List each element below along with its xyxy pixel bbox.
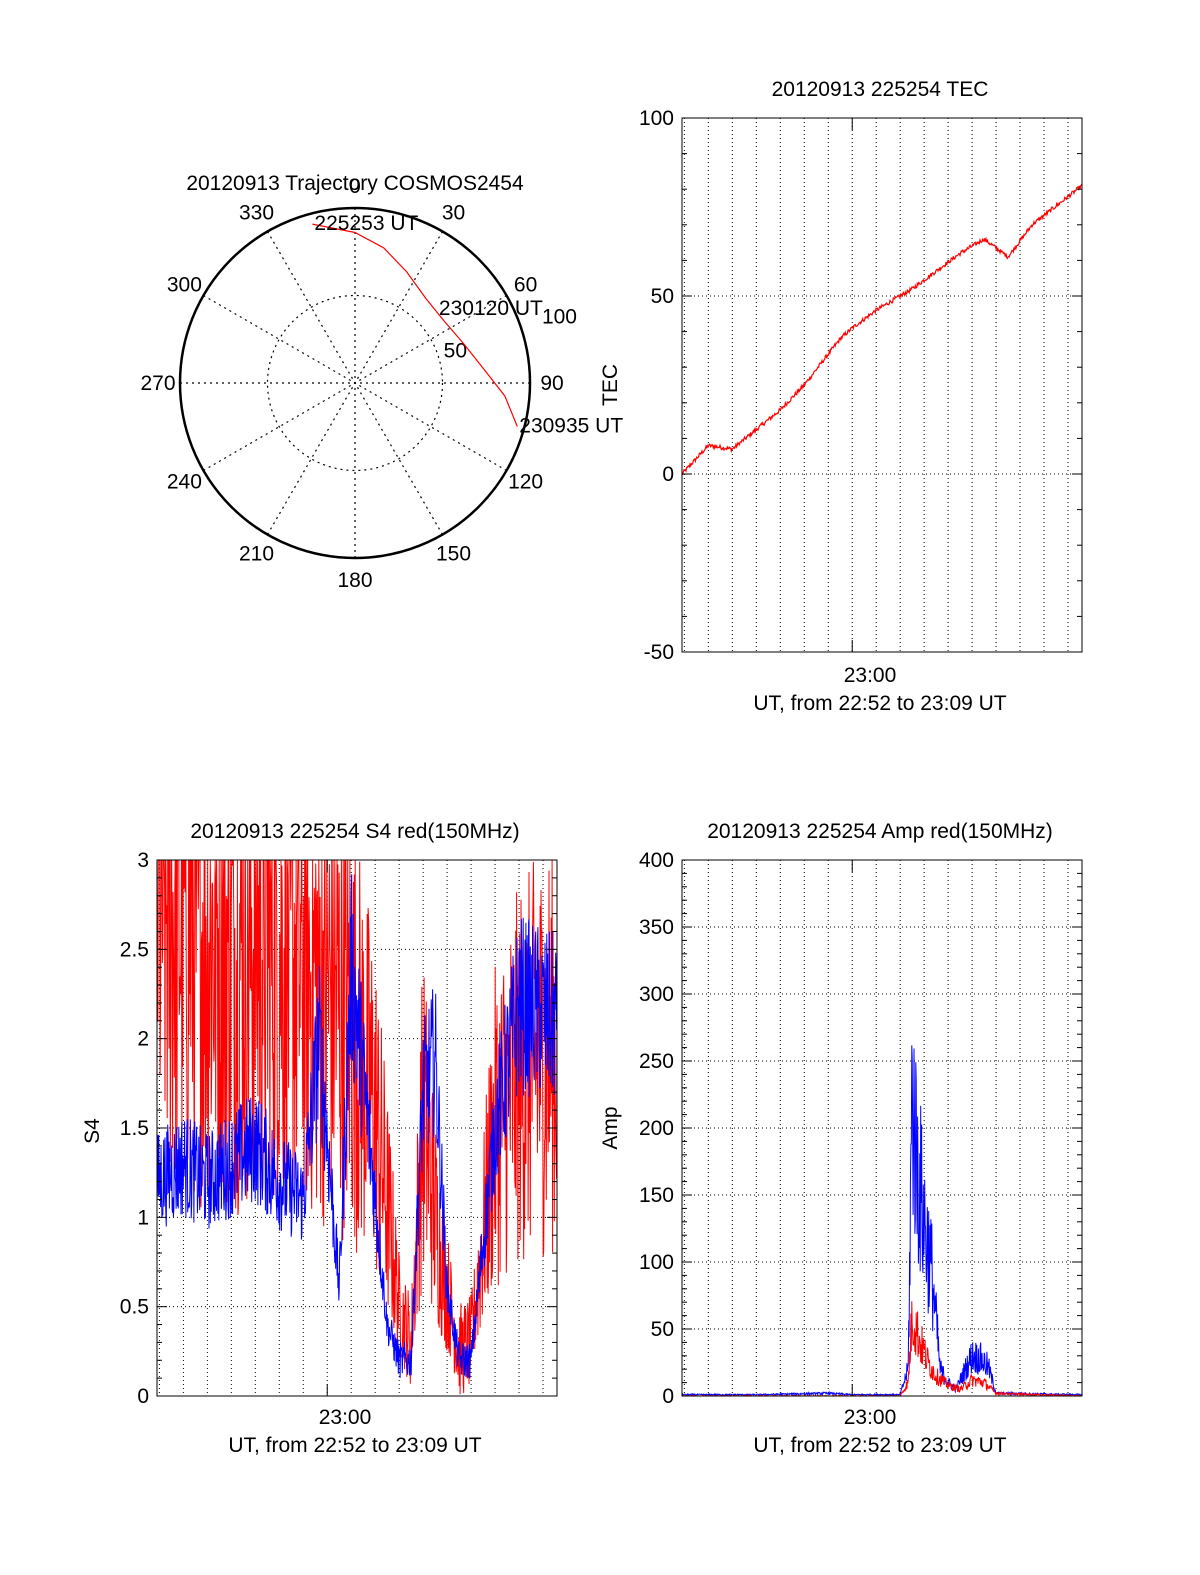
amp-ylabel: Amp [599, 1106, 622, 1149]
amp-ytick-label: 250 [639, 1050, 674, 1073]
s4-ytick-label: 1.5 [120, 1117, 149, 1140]
s4-plot: 20120913 225254 S4 red(150MHz) 3 2.5 2 1.5 1… [81, 820, 558, 1457]
s4-xtick-label: 23:00 [319, 1406, 372, 1429]
polar-azimuth-label: 270 [140, 372, 175, 395]
amp-ytick-label: 50 [651, 1318, 674, 1341]
polar-azimuth-label: 180 [337, 569, 372, 592]
trajectory-time-annotation: 230935 UT [519, 414, 623, 437]
amp-plot: 20120913 225254 Amp red(150MHz) 400 350 30… [599, 820, 1083, 1457]
polar-spoke [266, 231, 444, 535]
amp-ytick-label: 0 [662, 1385, 674, 1408]
polar-azimuth-label: 300 [167, 274, 202, 297]
amp-xlabel: UT, from 22:52 to 23:09 UT [753, 1434, 1006, 1457]
polar-elevation-label: 50 [444, 339, 467, 362]
tec-series-line-1 [681, 183, 1083, 476]
polar-azimuth-label: 240 [167, 471, 202, 494]
amp-ytick-label: 400 [639, 849, 674, 872]
s4-ytick-label: 1 [137, 1206, 149, 1229]
trajectory-time-annotation: 225253 UT [314, 212, 418, 235]
tec-xlabel: UT, from 22:52 to 23:09 UT [753, 692, 1006, 715]
amp-title: 20120913 225254 Amp red(150MHz) [707, 820, 1053, 843]
polar-azimuth-label: 60 [514, 274, 537, 297]
tec-xtick-label: 23:00 [844, 664, 897, 687]
polar-azimuth-label: 210 [239, 543, 274, 566]
s4-title: 20120913 225254 S4 red(150MHz) [190, 820, 519, 843]
trajectory-line [312, 223, 518, 427]
tec-ytick-label: 0 [662, 463, 674, 486]
polar-azimuth-label: 90 [540, 372, 563, 395]
s4-ytick-label: 0 [137, 1385, 149, 1408]
polar-grid-circle [266, 294, 444, 472]
amp-ytick-label: 150 [639, 1184, 674, 1207]
tec-ytick-label: 100 [639, 107, 674, 130]
amp-ytick-label: 100 [639, 1251, 674, 1274]
s4-ylabel: S4 [81, 1118, 104, 1144]
s4-ytick-label: 3 [137, 849, 149, 872]
tec-ylabel: TEC [599, 364, 622, 406]
polar-azimuth-label: 0 [349, 175, 361, 198]
tec-ytick-label: 50 [651, 285, 674, 308]
s4-xlabel: UT, from 22:52 to 23:09 UT [228, 1434, 481, 1457]
trajectory-title: 20120913 Trajectory COSMOS2454 [186, 172, 524, 195]
s4-ytick-label: 2 [137, 1028, 149, 1051]
s4-ytick-label: 2.5 [120, 938, 149, 961]
tec-ytick-label: -50 [644, 641, 674, 664]
trajectory-time-annotation: 230120 UT [439, 297, 543, 320]
polar-elevation-label: 100 [542, 306, 577, 329]
polar-azimuth-label: 150 [436, 543, 471, 566]
tec-plot-frame [681, 117, 1083, 653]
polar-azimuth-label: 330 [239, 201, 274, 224]
tec-title: 20120913 225254 TEC [772, 78, 989, 101]
polar-azimuth-label: 120 [508, 471, 543, 494]
s4-ytick-label: 0.5 [120, 1296, 149, 1319]
s4-series-line-2 [156, 874, 558, 1379]
tec-plot: 20120913 225254 TEC 100 50 0 -50 23:00 UT, … [599, 78, 1083, 715]
amp-xtick-label: 23:00 [844, 1406, 897, 1429]
amp-ytick-label: 200 [639, 1117, 674, 1140]
amp-ytick-label: 350 [639, 916, 674, 939]
amp-ytick-label: 300 [639, 983, 674, 1006]
polar-azimuth-label: 30 [442, 201, 465, 224]
trajectory-polar-plot: 20120913 Trajectory COSMOS2454 0 30 60 90 12… [140, 172, 623, 592]
